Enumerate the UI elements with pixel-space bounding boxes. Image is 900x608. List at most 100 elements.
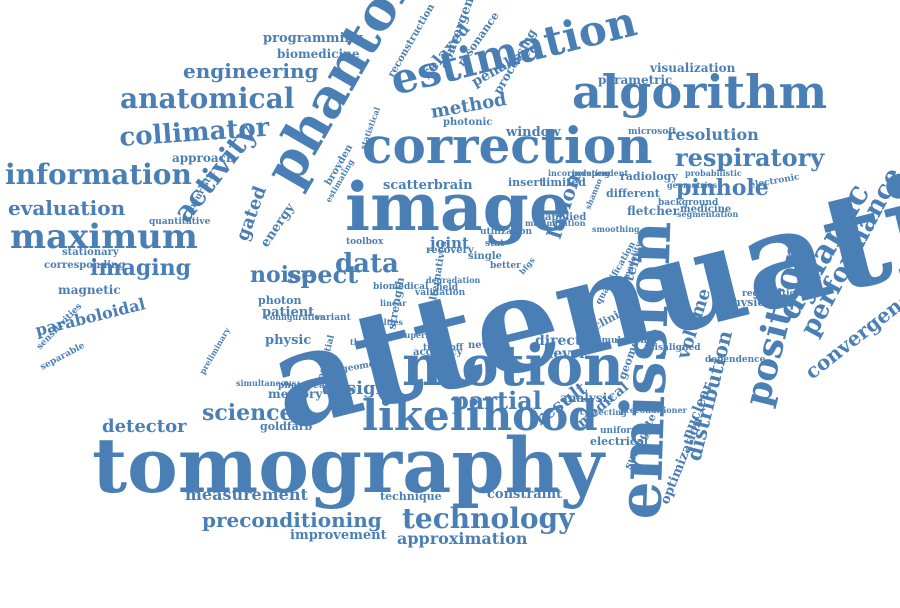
cloud-word-misaligned: misaligned xyxy=(645,343,701,353)
cloud-word-background: background xyxy=(658,198,719,208)
cloud-word-photonic: photonic xyxy=(443,117,492,128)
cloud-word-constraint: constraint xyxy=(487,487,562,502)
cloud-word-noise: noise xyxy=(250,262,315,288)
cloud-word-incorporating: incorporating xyxy=(548,168,610,178)
cloud-word-programming: programming xyxy=(263,31,363,46)
cloud-word-segmentation: segmentation xyxy=(677,209,739,219)
cloud-word-linear: linear xyxy=(380,298,407,308)
cloud-word-stat: stat xyxy=(485,239,505,249)
cloud-word-degradation: degradation xyxy=(426,275,481,285)
cloud-word-probabilistic: probabilistic xyxy=(685,168,742,178)
cloud-word-medicine: medicine xyxy=(680,204,731,215)
cloud-word-better: better xyxy=(490,261,521,271)
cloud-word-science: science xyxy=(202,400,294,426)
cloud-word-analysis: analysis xyxy=(560,391,614,405)
cloud-word-limited: limited xyxy=(542,176,586,189)
cloud-word-algorithm: algorithm xyxy=(572,65,827,119)
cloud-word-window: window xyxy=(505,125,561,140)
cloud-word-independent: independent xyxy=(572,168,629,178)
cloud-word-maximization: maximization xyxy=(525,218,586,228)
cloud-word-parametric: parametric xyxy=(598,73,672,87)
cloud-word-technique: technique xyxy=(380,490,442,503)
cloud-word-physic: physic xyxy=(265,333,311,348)
cloud-word-biomedicine: biomedicine xyxy=(277,47,360,61)
cloud-word-spect: spect xyxy=(287,260,358,289)
cloud-word-magnetic: magnetic xyxy=(58,283,121,297)
cloud-word-motion: motion xyxy=(402,333,624,399)
cloud-word-goldfarb: goldfarb xyxy=(260,420,313,433)
cloud-word-visualization: visualization xyxy=(649,61,736,75)
cloud-word-toolbox: toolbox xyxy=(346,237,384,247)
cloud-word-theory: theory xyxy=(350,337,379,347)
cloud-word-quantitative: quantitative xyxy=(149,217,211,227)
cloud-word-information: information xyxy=(5,158,192,191)
cloud-word-maximum: maximum xyxy=(10,217,198,257)
cloud-word-applied: applied xyxy=(545,212,586,223)
cloud-word-design: design xyxy=(322,378,389,399)
cloud-word-correcting: correcting xyxy=(580,407,627,417)
cloud-word-microsoft: microsoft xyxy=(628,127,677,137)
cloud-word-resolution: resolution xyxy=(667,125,759,144)
cloud-word-image: image xyxy=(345,168,571,246)
cloud-word-level: level xyxy=(548,346,585,362)
cloud-word-patient: patient xyxy=(262,305,314,320)
cloud-word-penalties: penalties xyxy=(362,317,404,327)
cloud-word-simultaneous: simultaneous xyxy=(236,378,297,388)
cloud-word-emission: emission xyxy=(605,220,685,521)
cloud-word-fletcher: fletcher xyxy=(627,204,680,218)
cloud-word-registration: registration xyxy=(742,289,803,299)
cloud-word-biomedical: biomedical xyxy=(373,282,429,292)
cloud-word-variant: variant xyxy=(314,313,352,323)
cloud-word-memory: memory xyxy=(268,387,323,401)
cloud-word-geometries: geometries xyxy=(667,180,718,190)
cloud-word-superior: superior xyxy=(400,330,439,340)
cloud-word-measurement: measurement xyxy=(185,485,308,504)
cloud-word-evaluation: evaluation xyxy=(8,196,126,220)
cloud-word-stationary: stationary xyxy=(62,247,120,258)
cloud-word-approximation: approximation xyxy=(397,529,528,548)
cloud-word-correction: correction xyxy=(362,116,653,175)
cloud-word-approach: approach xyxy=(172,151,235,165)
cloud-word-preconditioner: preconditioner xyxy=(620,405,688,415)
cloud-word-direct: direct xyxy=(535,333,582,349)
cloud-word-improvement: improvement xyxy=(290,528,387,543)
cloud-word-photopeak: photopeak xyxy=(278,381,332,391)
cloud-word-penalty: penalty xyxy=(323,384,356,394)
cloud-word-preliminary: preliminary xyxy=(197,325,232,376)
cloud-word-electrical: electrical xyxy=(590,435,648,448)
cloud-word-accuracy: accuracy xyxy=(413,347,464,358)
cloud-word-anatomical: anatomical xyxy=(120,82,294,115)
cloud-word-detector: detector xyxy=(102,416,187,437)
cloud-word-configuration: configuration xyxy=(265,312,326,322)
cloud-word-technology: technology xyxy=(402,502,575,535)
cloud-word-recovery: recovery xyxy=(426,245,475,256)
cloud-word-imaging: imaging xyxy=(90,255,191,281)
cloud-word-dependence: dependence xyxy=(705,355,766,365)
cloud-word-insert: insert xyxy=(508,176,545,189)
cloud-word-preconditioning: preconditioning xyxy=(202,508,382,532)
cloud-word-partial: partial xyxy=(452,386,542,415)
cloud-word-corresponding: corresponding xyxy=(44,260,125,271)
cloud-word-pinhole: pinhole xyxy=(676,175,769,201)
cloud-word-respiratory: respiratory xyxy=(675,143,825,172)
cloud-word-simulation: simulation xyxy=(593,336,647,346)
cloud-word-tomography: tomography xyxy=(92,421,606,510)
cloud-word-data: data xyxy=(335,249,399,279)
cloud-word-photon: photon xyxy=(258,294,301,307)
cloud-word-single: single xyxy=(468,251,502,262)
cloud-word-uniformity: uniformity xyxy=(600,426,654,436)
cloud-word-scatterbrain: scatterbrain xyxy=(383,178,473,193)
cloud-word-field: field xyxy=(436,283,459,293)
cloud-word-joint: joint xyxy=(428,234,469,252)
cloud-word-utilization: utilization xyxy=(480,227,532,237)
cloud-word-newton: newton xyxy=(468,340,510,351)
cloud-word-different: different xyxy=(606,187,661,200)
cloud-word-engineering: engineering xyxy=(183,59,319,83)
cloud-word-validation: validation xyxy=(414,288,466,298)
cloud-word-smoothing: smoothing xyxy=(592,224,640,234)
cloud-word-physical: physical xyxy=(725,296,775,309)
cloud-word-radiology: radiology xyxy=(620,170,678,183)
cloud-word-likelihood: likelihood xyxy=(362,391,598,440)
cloud-word-tradeoff: tradeoff xyxy=(423,343,464,353)
